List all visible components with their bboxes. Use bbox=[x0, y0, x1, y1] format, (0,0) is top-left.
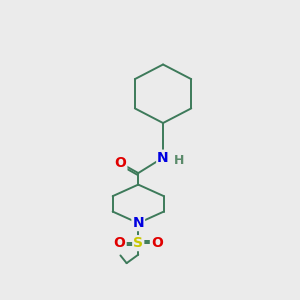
Text: O: O bbox=[114, 236, 126, 250]
Text: O: O bbox=[115, 156, 126, 170]
Text: O: O bbox=[151, 236, 163, 250]
Text: N: N bbox=[132, 216, 144, 230]
Text: S: S bbox=[133, 236, 143, 250]
Text: N: N bbox=[157, 151, 169, 165]
Text: H: H bbox=[174, 154, 184, 167]
